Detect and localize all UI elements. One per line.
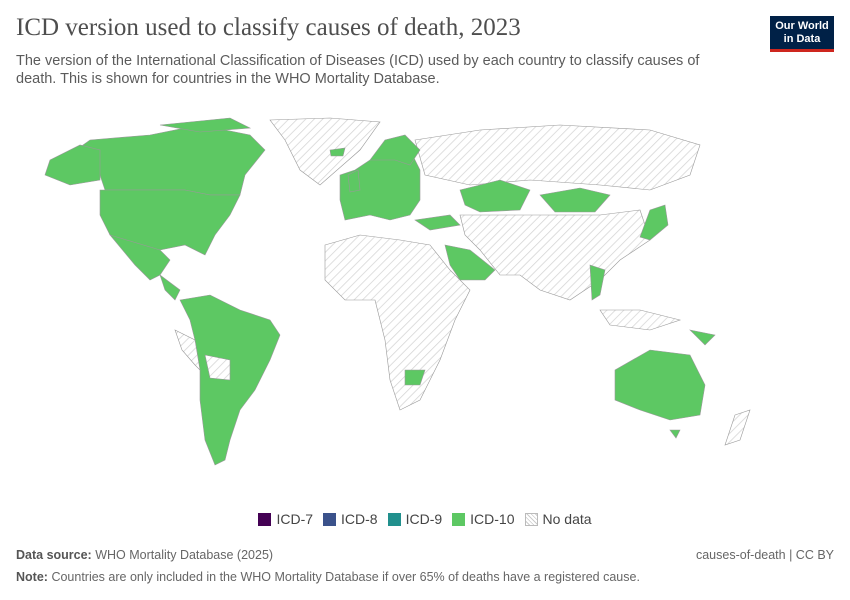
source: Data source: WHO Mortality Database (202… <box>16 548 273 562</box>
legend-item[interactable]: ICD-7 <box>258 511 313 527</box>
country[interactable] <box>324 234 471 411</box>
legend-swatch <box>258 512 272 526</box>
note-label: Note: <box>16 570 48 584</box>
country[interactable] <box>444 244 496 281</box>
country[interactable] <box>599 309 682 331</box>
country[interactable] <box>329 147 346 157</box>
source-label: Data source: <box>16 548 92 562</box>
country[interactable] <box>724 409 751 446</box>
legend-label: ICD-8 <box>341 511 378 527</box>
logo-line: in Data <box>783 33 821 45</box>
country[interactable] <box>404 369 426 386</box>
country[interactable] <box>589 264 606 301</box>
country[interactable] <box>414 124 701 191</box>
legend-item[interactable]: ICD-8 <box>323 511 378 527</box>
legend-item[interactable]: ICD-9 <box>387 511 443 527</box>
country[interactable] <box>689 329 716 346</box>
license[interactable]: causes-of-death | CC BY <box>695 548 834 562</box>
country[interactable] <box>639 204 669 241</box>
title: ICD version used to classify causes of d… <box>16 14 521 41</box>
country[interactable] <box>159 274 181 301</box>
legend-swatch <box>323 512 337 526</box>
legend-item[interactable]: No data <box>524 511 592 527</box>
world-map <box>44 117 751 466</box>
legend-swatch <box>387 512 401 526</box>
country[interactable] <box>614 349 706 421</box>
legend-swatch <box>452 512 466 526</box>
logo[interactable]: Our World in Data <box>770 16 834 52</box>
country[interactable] <box>347 169 361 193</box>
country[interactable] <box>174 329 201 371</box>
source-text[interactable]: WHO Mortality Database (2025) <box>95 548 274 562</box>
country[interactable] <box>414 214 461 231</box>
legend-item[interactable]: ICD-10 <box>452 511 515 527</box>
note: Note: Countries are only included in the… <box>16 570 640 584</box>
country[interactable] <box>459 209 651 301</box>
note-text: Countries are only included in the WHO M… <box>51 570 640 584</box>
country[interactable] <box>369 134 421 166</box>
country[interactable] <box>539 187 611 213</box>
country[interactable] <box>44 144 101 186</box>
country[interactable] <box>204 354 231 381</box>
legend-label: ICD-10 <box>470 511 515 527</box>
legend-label: ICD-9 <box>405 511 443 527</box>
country[interactable] <box>669 429 681 439</box>
subtitle: The version of the International Classif… <box>16 53 700 87</box>
logo-line: Our World <box>775 20 829 32</box>
legend-label: ICD-7 <box>276 511 314 527</box>
legend-swatch <box>524 512 538 526</box>
legend-label: No data <box>542 511 592 527</box>
country[interactable] <box>269 117 381 186</box>
country[interactable] <box>159 117 252 133</box>
country[interactable] <box>459 179 531 213</box>
legend: ICD-7 ICD-8 ICD-9 ICD-10 No data <box>0 511 850 529</box>
